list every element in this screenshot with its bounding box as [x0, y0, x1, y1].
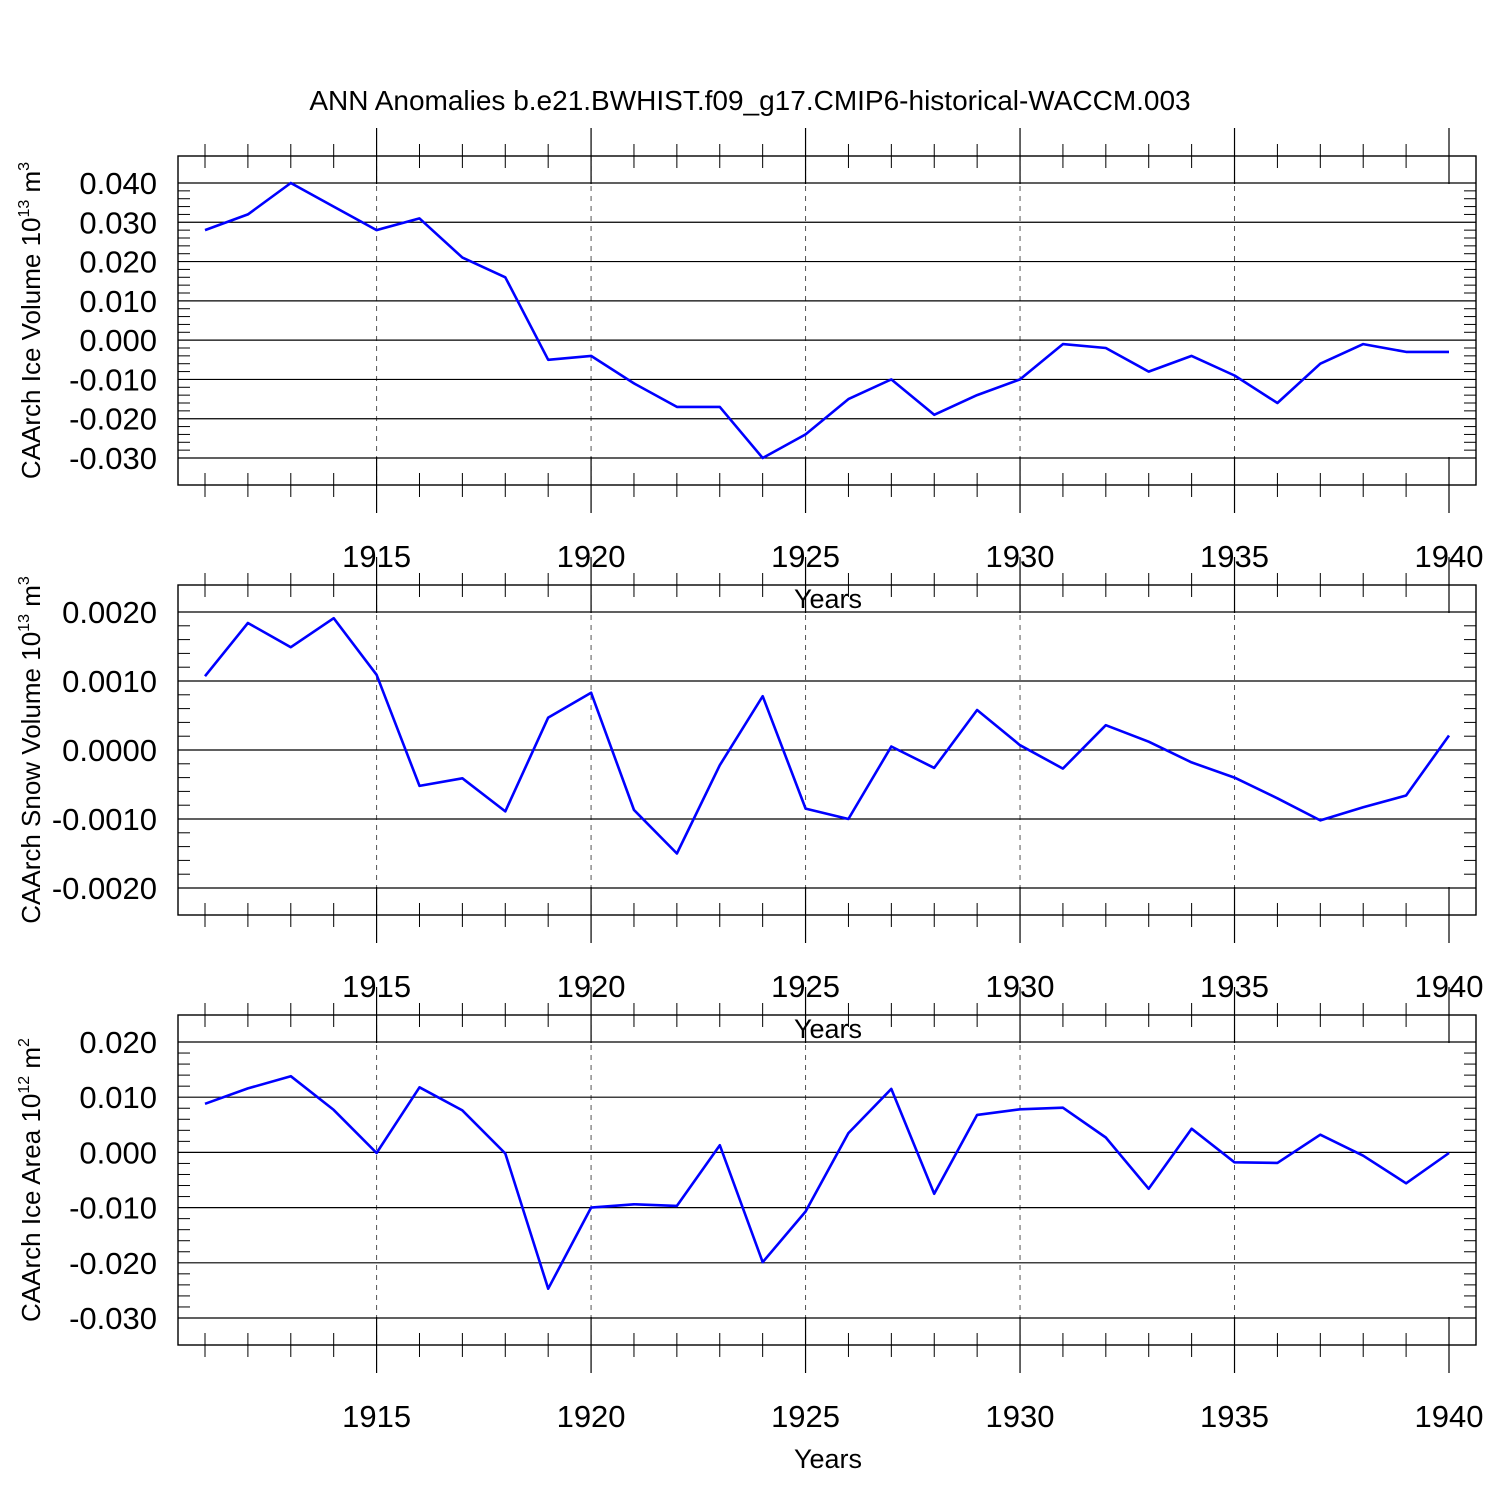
y-tick-label: 0.010 [79, 284, 157, 319]
x-axis-label: Years [794, 584, 862, 614]
plot-frame [177, 1014, 1477, 1346]
y-tick-label: 0.020 [79, 245, 157, 280]
series-line [204, 181, 1449, 460]
y-tick-label: 0.040 [79, 166, 157, 201]
x-tick-label: 1915 [342, 1399, 411, 1434]
x-tick-label: 1935 [1200, 1399, 1269, 1434]
y-tick-label: -0.0020 [52, 871, 157, 906]
chart-title: ANN Anomalies b.e21.BWHIST.f09_g17.CMIP6… [309, 85, 1190, 116]
y-tick-label: -0.020 [69, 402, 157, 437]
y-tick-label: -0.020 [69, 1246, 157, 1281]
y-tick-label: -0.010 [69, 362, 157, 397]
y-tick-label: 0.000 [79, 323, 157, 358]
y-axis-label: CAArch Ice Volume 1013 m3 [16, 162, 46, 479]
panels: -0.030 -0.020 -0.010 0.000 0.010 0.020 0.030 0.… [16, 128, 1483, 1474]
x-tick-label: 1940 [1415, 1399, 1484, 1434]
y-tick-label: 0.000 [79, 1135, 157, 1170]
y-tick-label: 0.0020 [62, 595, 157, 630]
panel-3: -0.030 -0.020 -0.010 0.000 0.010 0.020 1915 192… [16, 987, 1483, 1474]
x-axis-label: Years [794, 1444, 862, 1474]
x-axis-label: Years [794, 1014, 862, 1044]
x-tick-label: 1920 [557, 1399, 626, 1434]
x-tick-label: 1925 [771, 1399, 840, 1434]
y-axis-label: CAArch Snow Volume 1013 m3 [16, 576, 46, 924]
y-tick-label: 0.0000 [62, 733, 157, 768]
series-line [204, 1074, 1450, 1290]
plot-frame [177, 155, 1477, 486]
y-tick-label: 0.0010 [62, 664, 157, 699]
series-line [203, 616, 1451, 855]
x-tick-label: 1930 [986, 1399, 1055, 1434]
panel-1: -0.030 -0.020 -0.010 0.000 0.010 0.020 0.030 0.… [16, 128, 1483, 614]
y-tick-label: 0.030 [79, 205, 157, 240]
y-tick-label: -0.030 [69, 1301, 157, 1336]
y-axis-label: CAArch Ice Area 1012 m2 [16, 1038, 46, 1322]
y-tick-label: -0.030 [69, 441, 157, 476]
y-tick-label: -0.010 [69, 1191, 157, 1226]
y-tick-label: 0.020 [79, 1025, 157, 1060]
y-tick-label: -0.0010 [52, 802, 157, 837]
y-tick-label: 0.010 [79, 1080, 157, 1115]
